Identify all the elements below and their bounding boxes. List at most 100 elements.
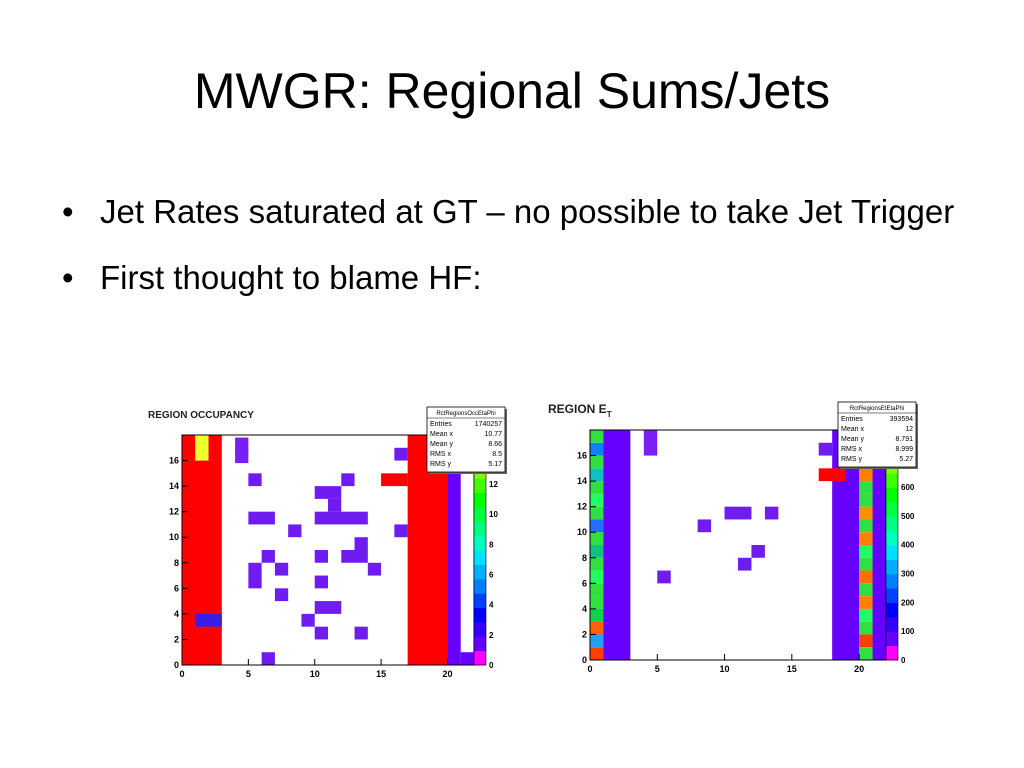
stats-label: Entries [841, 416, 863, 423]
stats-value: 393594 [890, 416, 913, 423]
stats-box-name: RctRegionsOccEtaPhi [436, 411, 495, 417]
colorbar-segment [474, 593, 486, 608]
colorbar-segment [886, 631, 898, 647]
stats-label: Mean y [841, 436, 864, 443]
heatmap-cell [603, 430, 631, 660]
colorbar-segment [886, 588, 898, 603]
colorbar-segment [474, 550, 486, 565]
heatmap-cell [341, 473, 355, 487]
region-occupancy-plot: REGION OCCUPANCY 0 5 10 15 20 0 2 4 6 8 10 12 14 16 0 2 4… [148, 406, 507, 679]
heatmap-cell [738, 557, 752, 571]
heatmap-cell [859, 634, 873, 648]
stats-value: 1740257 [475, 421, 502, 428]
heatmap-cell [235, 447, 249, 464]
x-tick-label: 10 [720, 664, 730, 674]
heatmap-cell [859, 545, 873, 558]
plot-title-subscript: T [607, 410, 612, 419]
bullet-dot-icon: • [62, 259, 74, 296]
heatmap-cell [195, 435, 209, 461]
heatmap-cell [314, 550, 328, 563]
heatmap-cell [314, 486, 342, 499]
heatmap-cell [590, 608, 604, 622]
heatmap-cell [859, 557, 873, 571]
heatmap-cell [590, 583, 604, 597]
colorbar-segment [474, 564, 486, 580]
heatmap-cell [328, 498, 342, 512]
colorbar-segment [886, 645, 898, 661]
y-tick-label: 12 [577, 502, 587, 512]
colorbar-segment [886, 530, 898, 546]
heatmap-cell [697, 519, 712, 533]
heatmap-cell [182, 460, 222, 665]
heatmap-cell [314, 511, 368, 525]
colorbar-tick-label: 400 [901, 541, 915, 550]
heatmap-cell [261, 550, 275, 563]
x-tick-label: 20 [854, 664, 864, 674]
x-tick-label: 15 [376, 669, 386, 679]
heatmap-cell [859, 493, 873, 507]
region-et-plot: REGION ET0 5 10 15 2002468101214160100200300… [548, 401, 918, 674]
heatmap-cell [590, 506, 604, 520]
heatmap-cell [590, 647, 604, 660]
heatmap-cell [367, 562, 382, 576]
y-tick-label: 16 [577, 451, 587, 461]
bullet-item: • First thought to blame HF: [60, 256, 980, 300]
x-tick-label: 15 [787, 664, 797, 674]
bullet-text: Jet Rates saturated at GT – no possible … [100, 193, 955, 230]
y-tick-label: 10 [577, 527, 587, 537]
colorbar-tick-label: 2 [489, 631, 494, 640]
bullet-dot-icon: • [62, 193, 74, 230]
colorbar-segment [474, 506, 486, 522]
stats-value: 12 [905, 426, 913, 433]
heatmap-cell [314, 575, 328, 589]
heatmap-cell [590, 557, 604, 571]
heatmap-cell [314, 601, 342, 614]
y-tick-label: 16 [169, 456, 179, 466]
heatmap-cell [764, 506, 779, 520]
heatmap-cell [859, 583, 873, 597]
stats-label: Mean x [841, 426, 864, 433]
y-tick-label: 6 [582, 578, 587, 588]
colorbar-segment [886, 616, 898, 632]
heatmap-cell [195, 613, 222, 627]
stats-value: 5.17 [488, 461, 502, 468]
y-tick-label: 4 [582, 604, 587, 614]
heatmap-cell [274, 588, 289, 602]
colorbar-segment [474, 607, 486, 623]
heatmap-cell [381, 473, 408, 487]
x-tick-label: 10 [310, 669, 320, 679]
heatmap-cell [859, 506, 873, 520]
stats-label: RMS x [841, 446, 863, 453]
heatmap-cell [859, 608, 873, 622]
colorbar-tick-label: 8 [489, 540, 494, 549]
heatmap-cell [261, 652, 275, 665]
colorbar-segment [886, 559, 898, 575]
heatmap-cell [590, 634, 604, 648]
heatmap-cell [590, 468, 604, 482]
x-tick-label: 0 [179, 669, 184, 679]
stats-box-name: RctRegionsEtEtaPhi [850, 406, 904, 412]
heatmap-cell [235, 437, 249, 451]
stats-value: 5.27 [899, 456, 913, 463]
colorbar-segment [886, 545, 898, 560]
y-tick-label: 4 [174, 609, 179, 619]
heatmap-cell [859, 570, 873, 584]
heatmap-cell [818, 442, 833, 456]
stats-label: RMS x [430, 451, 452, 458]
heatmap-cell [751, 545, 765, 558]
heatmap-cell [590, 570, 604, 584]
heatmap-cell [354, 626, 368, 640]
heatmap-cell [590, 430, 604, 443]
heatmap-cell [314, 626, 328, 640]
heatmap-cell [208, 435, 222, 461]
colorbar-segment [886, 573, 898, 589]
colorbar-segment [474, 492, 486, 508]
heatmap-cell [590, 545, 604, 558]
heatmap-cell [859, 647, 873, 660]
heatmap-cell [354, 537, 368, 550]
colorbar-tick-label: 12 [489, 480, 498, 489]
y-tick-label: 12 [169, 507, 179, 517]
colorbar-tick-label: 4 [489, 601, 494, 610]
slide-title: MWGR: Regional Sums/Jets [193, 63, 831, 119]
heatmap-cell [872, 430, 886, 660]
